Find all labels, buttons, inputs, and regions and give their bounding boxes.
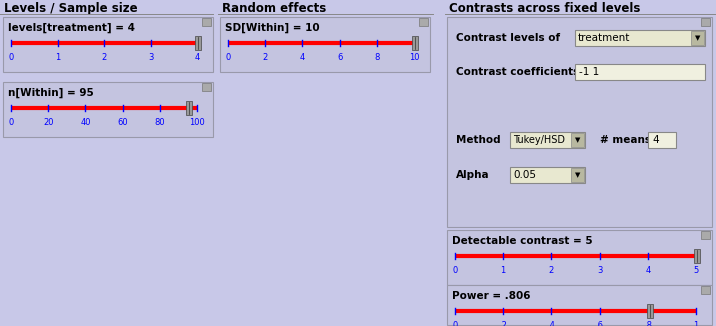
Text: 3: 3 (147, 53, 153, 62)
Text: ▼: ▼ (695, 35, 701, 41)
Text: Method: Method (456, 135, 500, 145)
Text: -1 1: -1 1 (579, 67, 599, 77)
Text: 5: 5 (693, 266, 699, 275)
Text: 4: 4 (194, 53, 200, 62)
FancyBboxPatch shape (3, 17, 213, 72)
FancyBboxPatch shape (571, 133, 584, 147)
FancyBboxPatch shape (575, 30, 705, 46)
Text: 4: 4 (645, 266, 650, 275)
Text: levels[treatment] = 4: levels[treatment] = 4 (8, 23, 135, 33)
FancyBboxPatch shape (447, 17, 712, 227)
Text: .8: .8 (644, 321, 652, 326)
Text: # means: # means (600, 135, 651, 145)
Text: 60: 60 (117, 118, 128, 127)
Text: 10: 10 (409, 53, 420, 62)
FancyBboxPatch shape (419, 18, 428, 26)
Text: 2: 2 (548, 266, 554, 275)
Text: 8: 8 (374, 53, 379, 62)
FancyBboxPatch shape (447, 285, 712, 325)
Text: ▼: ▼ (576, 172, 581, 178)
FancyBboxPatch shape (510, 132, 585, 148)
FancyBboxPatch shape (647, 304, 653, 318)
Text: Power = .806: Power = .806 (452, 291, 531, 301)
Text: Contrasts across fixed levels: Contrasts across fixed levels (449, 2, 640, 15)
FancyBboxPatch shape (185, 101, 192, 115)
FancyBboxPatch shape (575, 64, 705, 80)
FancyBboxPatch shape (648, 132, 676, 148)
Text: Tukey/HSD: Tukey/HSD (513, 135, 565, 145)
Text: 1: 1 (55, 53, 60, 62)
Text: .2: .2 (499, 321, 507, 326)
Text: 1: 1 (693, 321, 699, 326)
Text: 0: 0 (9, 53, 14, 62)
FancyBboxPatch shape (694, 249, 700, 263)
Text: Contrast levels of: Contrast levels of (456, 33, 560, 43)
Text: treatment: treatment (578, 33, 630, 43)
FancyBboxPatch shape (195, 36, 201, 50)
Text: ▼: ▼ (576, 137, 581, 143)
FancyBboxPatch shape (571, 168, 584, 182)
Text: 0: 0 (453, 321, 458, 326)
Text: 2: 2 (263, 53, 268, 62)
Text: Random effects: Random effects (222, 2, 326, 15)
Text: 2: 2 (102, 53, 107, 62)
Text: 0: 0 (453, 266, 458, 275)
Text: 80: 80 (155, 118, 165, 127)
Text: 3: 3 (597, 266, 602, 275)
Text: n[Within] = 95: n[Within] = 95 (8, 88, 94, 98)
FancyBboxPatch shape (510, 167, 585, 183)
Text: 6: 6 (337, 53, 342, 62)
Text: 0.05: 0.05 (513, 170, 536, 180)
Text: .6: .6 (596, 321, 604, 326)
FancyBboxPatch shape (701, 18, 710, 26)
FancyBboxPatch shape (202, 18, 211, 26)
Text: .4: .4 (548, 321, 556, 326)
Text: 0: 0 (226, 53, 231, 62)
FancyBboxPatch shape (412, 36, 418, 50)
Text: Contrast coefficients: Contrast coefficients (456, 67, 579, 77)
Text: Detectable contrast = 5: Detectable contrast = 5 (452, 236, 593, 246)
FancyBboxPatch shape (202, 83, 211, 91)
Text: Alpha: Alpha (456, 170, 490, 180)
Text: Levels / Sample size: Levels / Sample size (4, 2, 137, 15)
Text: 40: 40 (80, 118, 91, 127)
Text: 4: 4 (300, 53, 305, 62)
FancyBboxPatch shape (220, 17, 430, 72)
Text: 1: 1 (500, 266, 505, 275)
FancyBboxPatch shape (3, 82, 213, 137)
FancyBboxPatch shape (691, 31, 704, 45)
Text: 20: 20 (43, 118, 54, 127)
FancyBboxPatch shape (447, 230, 712, 285)
FancyBboxPatch shape (701, 231, 710, 239)
Text: 4: 4 (652, 135, 659, 145)
Text: 100: 100 (189, 118, 205, 127)
FancyBboxPatch shape (701, 286, 710, 294)
Text: 0: 0 (9, 118, 14, 127)
Text: SD[Within] = 10: SD[Within] = 10 (225, 23, 319, 33)
